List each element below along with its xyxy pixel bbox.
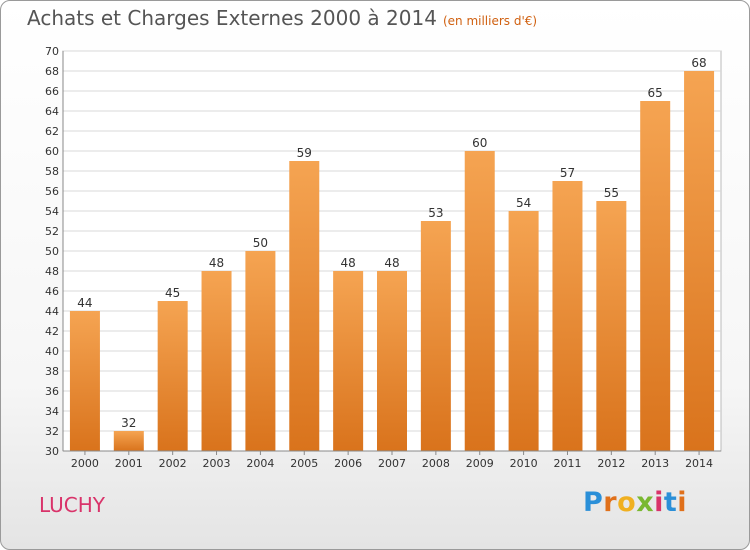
y-tick-label: 34 (45, 405, 59, 418)
y-tick-label: 40 (45, 345, 59, 358)
bar (113, 431, 144, 451)
y-tick-label: 36 (45, 385, 59, 398)
x-tick-label: 2000 (71, 457, 99, 470)
y-tick-label: 66 (45, 85, 59, 98)
bar (420, 221, 451, 451)
x-tick-label: 2012 (597, 457, 625, 470)
y-tick-label: 60 (45, 145, 59, 158)
x-tick-label: 2004 (246, 457, 274, 470)
y-tick-label: 68 (45, 65, 59, 78)
y-tick-label: 38 (45, 365, 59, 378)
y-tick-label: 62 (45, 125, 59, 138)
bar (596, 201, 627, 451)
x-tick-label: 2011 (553, 457, 581, 470)
x-tick-label: 2009 (466, 457, 494, 470)
bar (640, 101, 671, 451)
data-label: 44 (77, 296, 92, 310)
data-label: 55 (604, 186, 619, 200)
bar (157, 301, 188, 451)
y-tick-label: 64 (45, 105, 59, 118)
logo-letter: t (663, 487, 678, 518)
commune-name: LUCHY (39, 493, 106, 517)
bar (245, 251, 276, 451)
data-label: 54 (516, 196, 531, 210)
x-tick-label: 2006 (334, 457, 362, 470)
y-tick-label: 42 (45, 325, 59, 338)
y-tick-label: 30 (45, 445, 59, 458)
data-label: 48 (384, 256, 399, 270)
data-label: 59 (297, 146, 312, 160)
logo-letter: i (677, 487, 688, 518)
data-label: 60 (472, 136, 487, 150)
data-label: 68 (691, 56, 706, 70)
logo-letter: o (617, 487, 637, 518)
logo-letter: i (654, 487, 664, 518)
y-tick-label: 54 (45, 205, 59, 218)
bar (69, 311, 100, 451)
y-tick-label: 48 (45, 265, 59, 278)
x-tick-label: 2002 (159, 457, 187, 470)
x-tick-label: 2007 (378, 457, 406, 470)
y-tick-label: 58 (45, 165, 59, 178)
logo-letter: P (583, 487, 604, 518)
bar (684, 71, 715, 451)
x-tick-label: 2001 (115, 457, 143, 470)
data-label: 50 (253, 236, 268, 250)
bar (464, 151, 495, 451)
y-tick-label: 32 (45, 425, 59, 438)
bar (289, 161, 320, 451)
y-tick-label: 56 (45, 185, 59, 198)
x-tick-label: 2010 (510, 457, 538, 470)
data-label: 57 (560, 166, 575, 180)
chart-subtitle: (en milliers d'€) (442, 14, 538, 28)
logo-letter: r (603, 487, 618, 518)
bar (377, 271, 407, 451)
data-label: 48 (209, 256, 224, 270)
bar (552, 181, 583, 451)
y-tick-label: 50 (45, 245, 59, 258)
y-tick-label: 44 (45, 305, 59, 318)
data-label: 48 (340, 256, 355, 270)
y-tick-label: 46 (45, 285, 59, 298)
y-tick-label: 52 (45, 225, 59, 238)
x-tick-label: 2013 (641, 457, 669, 470)
x-tick-label: 2005 (290, 457, 318, 470)
x-tick-label: 2014 (685, 457, 713, 470)
bar (333, 271, 364, 451)
x-tick-label: 2008 (422, 457, 450, 470)
logo-letter: x (636, 487, 655, 518)
chart-title-text: Achats et Charges Externes 2000 à 2014 (27, 6, 437, 30)
chart-title: Achats et Charges Externes 2000 à 2014 (e… (27, 6, 537, 30)
data-label: 32 (121, 416, 136, 430)
y-tick-label: 70 (45, 45, 59, 58)
data-label: 45 (165, 286, 180, 300)
x-tick-label: 2003 (203, 457, 231, 470)
data-label: 53 (428, 206, 443, 220)
bar (508, 211, 539, 451)
data-label: 65 (648, 86, 663, 100)
proxiti-logo: Proxiti (583, 487, 687, 518)
bar (201, 271, 232, 451)
